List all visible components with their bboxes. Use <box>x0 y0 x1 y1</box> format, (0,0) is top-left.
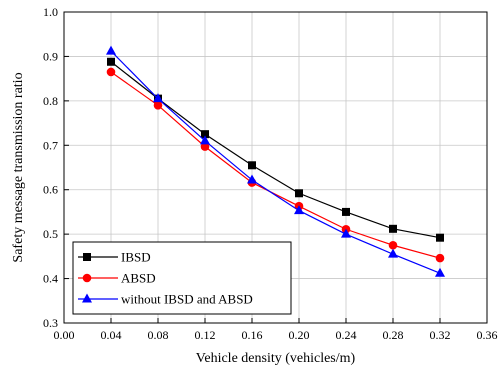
y-tick-label: 0.8 <box>43 94 58 108</box>
data-point <box>153 101 163 110</box>
x-tick-label: 0.32 <box>430 328 451 342</box>
y-tick-label: 0.6 <box>43 183 58 197</box>
series-layer <box>106 45 445 277</box>
data-point <box>388 248 398 258</box>
legend-marker <box>82 273 92 283</box>
legend-label: without IBSD and ABSD <box>121 292 253 307</box>
data-point <box>106 67 116 77</box>
x-tick-label: 0.24 <box>336 328 357 342</box>
y-axis-label: Safety message transmission ratio <box>11 72 26 262</box>
y-tick-label: 0.7 <box>43 138 58 152</box>
y-tick-label: 0.9 <box>43 49 58 63</box>
data-point <box>342 207 350 216</box>
data-point <box>248 161 256 170</box>
legend-label: ABSD <box>121 271 156 286</box>
x-tick-label: 0.12 <box>195 328 216 342</box>
data-point <box>436 233 444 242</box>
x-tick-label: 0.16 <box>242 328 263 342</box>
data-point <box>200 135 210 145</box>
data-point <box>106 45 116 55</box>
data-point <box>153 93 163 103</box>
x-axis-label: Vehicle density (vehicles/m) <box>196 351 356 366</box>
data-point <box>107 57 115 66</box>
plot-frame <box>63 11 488 324</box>
series-line <box>110 61 441 239</box>
data-point <box>201 130 209 139</box>
data-point <box>389 224 397 233</box>
legend-label: IBSD <box>121 250 151 265</box>
series-triangle <box>106 45 445 277</box>
data-point <box>388 240 398 250</box>
legend-item: IBSD <box>78 250 151 265</box>
data-point <box>435 253 445 263</box>
x-tick-label: 0.00 <box>54 328 75 342</box>
x-tick-label: 0.20 <box>289 328 310 342</box>
legend-item: without IBSD and ABSD <box>78 292 253 307</box>
data-point <box>295 189 303 198</box>
data-point <box>435 267 445 277</box>
y-tick-label: 0.5 <box>43 227 58 241</box>
data-point <box>341 228 351 238</box>
x-tick-label: 0.28 <box>383 328 404 342</box>
x-tick-label: 0.04 <box>101 328 122 342</box>
x-tick-label: 0.36 <box>477 328 498 342</box>
y-tick-label: 1.0 <box>43 5 58 19</box>
grid <box>64 12 487 323</box>
series-line <box>110 50 441 274</box>
ticks: 0.00 0.04 0.08 0.12 0.16 0.20 0.24 0.28 0.32 0.36… <box>43 5 498 342</box>
legend-item: ABSD <box>78 271 156 286</box>
y-tick-label: 0.4 <box>43 272 58 286</box>
y-tick-label: 0.3 <box>43 316 58 330</box>
legend-marker <box>83 253 91 261</box>
data-point <box>294 205 304 215</box>
series-line <box>110 71 441 259</box>
legend: IBSD ABSD without IBSD and ABSD <box>72 241 292 315</box>
data-point <box>200 142 210 151</box>
legend-marker <box>82 293 92 303</box>
x-tick-label: 0.08 <box>148 328 169 342</box>
series-square <box>107 57 444 242</box>
data-point <box>247 174 257 184</box>
